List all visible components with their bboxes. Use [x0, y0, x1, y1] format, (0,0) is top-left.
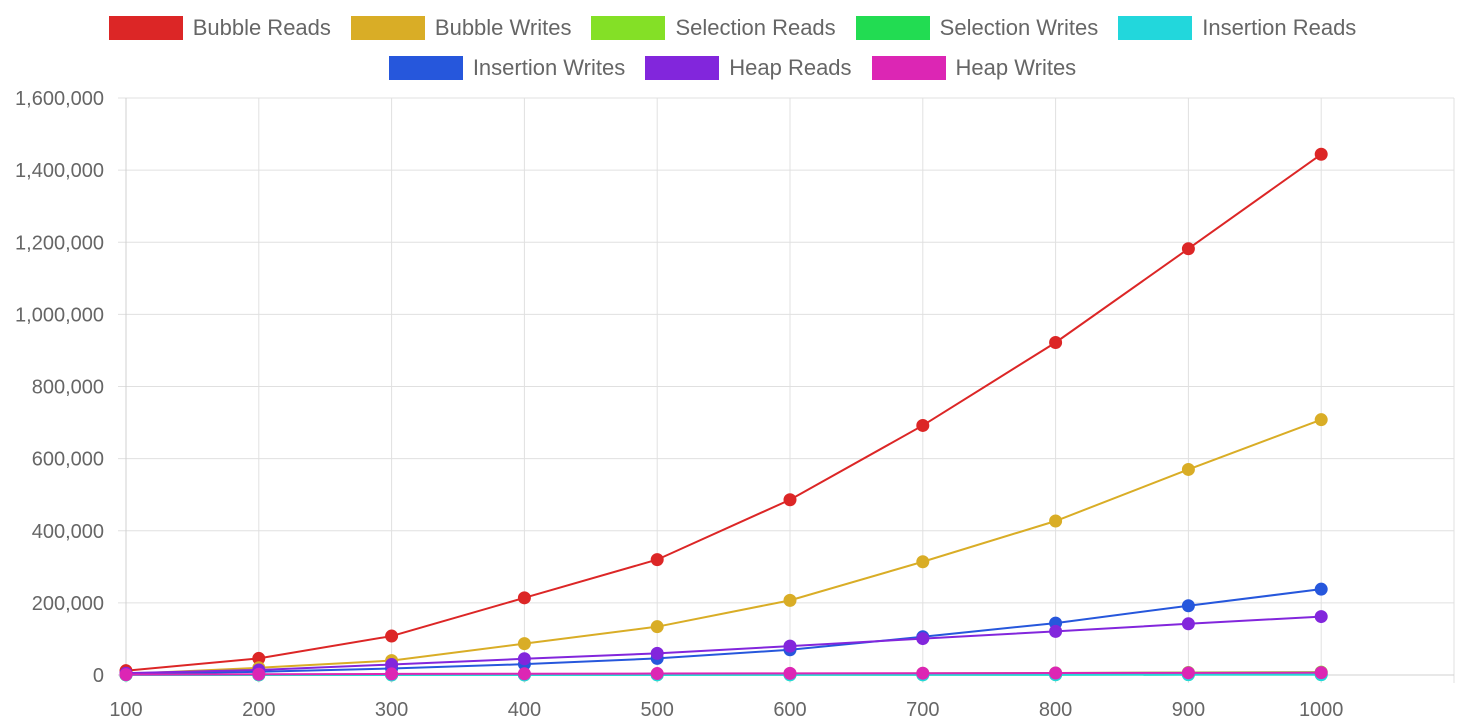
data-point-heap-reads[interactable]: [1049, 624, 1063, 638]
legend-label: Insertion Reads: [1202, 15, 1357, 40]
legend-item-bubble-writes[interactable]: Bubble Writes: [350, 15, 572, 41]
series-line-bubble-writes: [125, 418, 1322, 675]
x-tick-label: 1000: [1299, 699, 1344, 721]
legend-label: Selection Reads: [675, 15, 836, 40]
legend-label: Bubble Writes: [434, 15, 572, 40]
x-tick-label: 600: [773, 699, 806, 721]
data-point-insertion-writes[interactable]: [1181, 599, 1195, 613]
data-point-bubble-reads[interactable]: [916, 418, 930, 432]
legend-item-heap-reads[interactable]: Heap Reads: [645, 55, 852, 81]
series-bubble-writes: [119, 413, 1328, 681]
data-point-heap-writes[interactable]: [783, 666, 797, 680]
legend-swatch: [871, 56, 946, 80]
series-layer: [119, 147, 1328, 682]
series-line-heap-writes: [125, 671, 1322, 676]
data-point-bubble-writes[interactable]: [1314, 413, 1328, 427]
data-point-bubble-writes[interactable]: [1181, 462, 1195, 476]
y-tick-label: 0: [93, 665, 104, 687]
legend-swatch: [388, 56, 463, 80]
legend-item-insertion-reads[interactable]: Insertion Reads: [1118, 15, 1356, 41]
legend-swatch: [645, 56, 720, 80]
y-tick-label: 1,200,000: [15, 232, 104, 254]
x-tick-label: 300: [375, 699, 408, 721]
data-point-heap-writes[interactable]: [1314, 666, 1328, 680]
legend-row-2: Insertion Writes Heap Reads Heap Writes: [0, 55, 1465, 81]
legend-swatch: [591, 16, 666, 40]
x-tick-label: 100: [109, 699, 142, 721]
data-point-heap-writes[interactable]: [916, 666, 930, 680]
series-bubble-reads: [119, 147, 1328, 678]
y-tick-label: 600,000: [32, 449, 104, 471]
legend-label: Selection Writes: [939, 15, 1099, 40]
data-point-bubble-reads[interactable]: [1314, 147, 1328, 161]
legend-row-1: Bubble Reads Bubble Writes Selection Reads…: [0, 15, 1465, 41]
data-point-bubble-writes[interactable]: [916, 555, 930, 569]
legend-label: Heap Writes: [955, 55, 1077, 80]
legend-swatch: [1118, 16, 1193, 40]
legend-label: Heap Reads: [729, 55, 852, 80]
x-tick-label: 900: [1172, 699, 1205, 721]
data-point-heap-reads[interactable]: [1181, 617, 1195, 631]
legend-swatch: [108, 16, 183, 40]
legend-swatch: [350, 16, 425, 40]
data-point-heap-reads[interactable]: [916, 632, 930, 646]
legend-item-selection-reads[interactable]: Selection Reads: [591, 15, 836, 41]
legend-item-selection-writes[interactable]: Selection Writes: [855, 15, 1099, 41]
data-point-heap-reads[interactable]: [1314, 610, 1328, 624]
series-heap-reads: [119, 610, 1328, 680]
legend-label: Bubble Reads: [192, 15, 331, 40]
series-line-heap-reads: [125, 615, 1322, 675]
y-tick-label: 800,000: [32, 377, 104, 399]
data-point-heap-reads[interactable]: [517, 652, 531, 666]
x-tick-label: 400: [508, 699, 541, 721]
legend-item-heap-writes[interactable]: Heap Writes: [871, 55, 1077, 81]
data-point-bubble-reads[interactable]: [1049, 336, 1063, 350]
data-point-bubble-writes[interactable]: [517, 637, 531, 651]
x-tick-label: 500: [641, 699, 674, 721]
data-point-heap-writes[interactable]: [650, 667, 664, 681]
x-tick-label: 800: [1039, 699, 1072, 721]
data-point-bubble-writes[interactable]: [783, 593, 797, 607]
data-point-heap-reads[interactable]: [650, 646, 664, 660]
legend-label: Insertion Writes: [472, 55, 626, 80]
data-point-bubble-reads[interactable]: [783, 493, 797, 507]
y-tick-label: 200,000: [32, 593, 104, 615]
y-tick-label: 1,600,000: [15, 88, 104, 110]
legend-swatch: [855, 16, 930, 40]
data-point-heap-writes[interactable]: [517, 667, 531, 681]
data-point-heap-writes[interactable]: [119, 668, 133, 682]
data-point-heap-writes[interactable]: [1049, 666, 1063, 680]
y-tick-label: 400,000: [32, 521, 104, 543]
legend-item-insertion-writes[interactable]: Insertion Writes: [388, 55, 626, 81]
data-point-heap-writes[interactable]: [1181, 666, 1195, 680]
series-heap-writes: [119, 666, 1328, 682]
data-point-insertion-writes[interactable]: [1314, 582, 1328, 596]
y-tick-label: 1,000,000: [15, 304, 104, 326]
axis-layer: 0 200,000 400,000 600,000 800,000 1,000,000 1,…: [15, 88, 1454, 721]
x-tick-label: 700: [906, 699, 939, 721]
data-point-heap-reads[interactable]: [783, 639, 797, 653]
x-tick-label: 200: [242, 699, 275, 721]
data-point-bubble-reads[interactable]: [650, 553, 664, 567]
series-line-bubble-reads: [125, 153, 1322, 672]
data-point-bubble-reads[interactable]: [385, 629, 399, 643]
data-point-heap-writes[interactable]: [252, 667, 266, 681]
series-line-insertion-writes: [125, 588, 1322, 675]
data-point-bubble-writes[interactable]: [650, 620, 664, 634]
data-point-bubble-writes[interactable]: [1049, 514, 1063, 528]
y-tick-label: 1,400,000: [15, 160, 104, 182]
data-point-heap-writes[interactable]: [385, 667, 399, 681]
data-point-bubble-reads[interactable]: [517, 591, 531, 605]
legend-item-bubble-reads[interactable]: Bubble Reads: [108, 15, 331, 41]
data-point-bubble-reads[interactable]: [1181, 242, 1195, 256]
